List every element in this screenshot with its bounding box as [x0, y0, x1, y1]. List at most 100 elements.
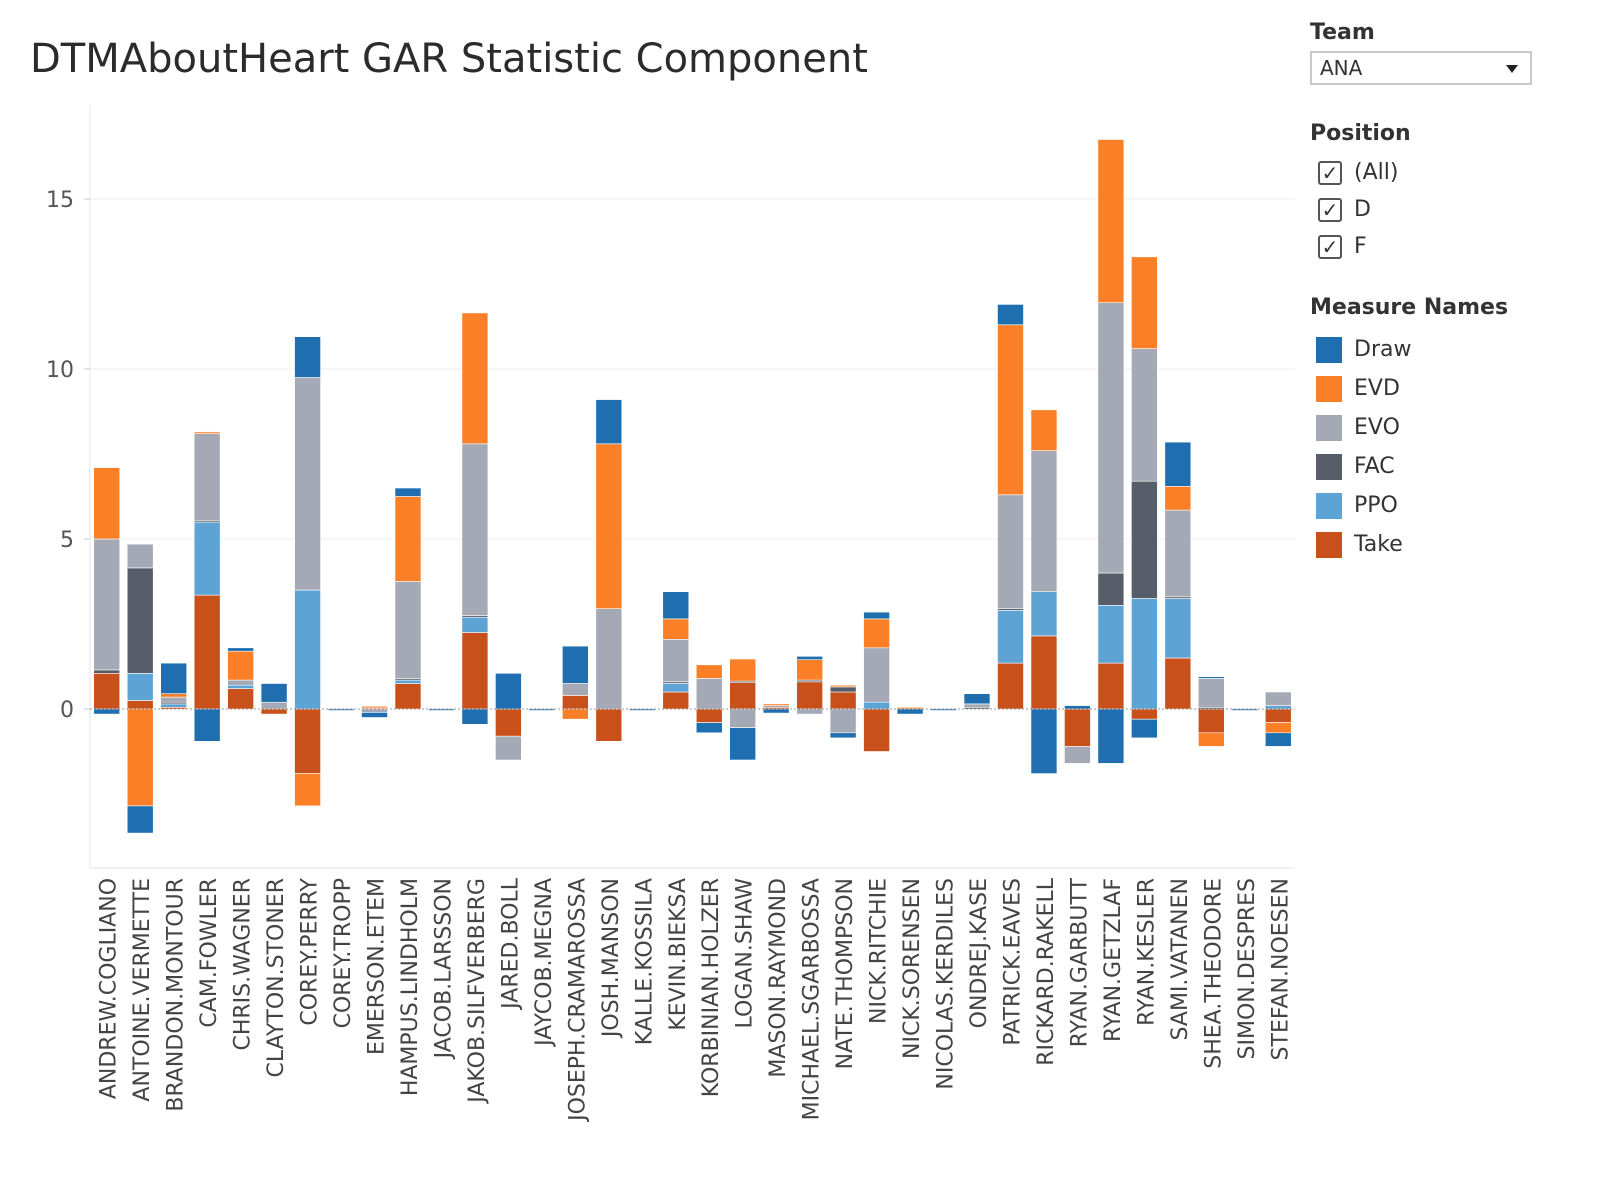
x-tick-label: BRANDON.MONTOUR: [164, 878, 189, 1112]
x-tick-label: ANDREW.COGLIANO: [97, 878, 122, 1099]
bar-segment-draw: [394, 487, 422, 497]
bar-segment-draw: [126, 805, 154, 834]
bar-segment-take: [294, 708, 321, 774]
team-filter-label: Team: [1310, 20, 1375, 45]
legend-swatch: [1316, 453, 1342, 480]
legend-swatch: [1316, 414, 1342, 441]
x-tick-label: EMERSON.ETEM: [365, 878, 390, 1055]
legend-item-fac[interactable]: FAC: [1310, 447, 1590, 486]
bar-segment-take: [1198, 708, 1225, 734]
bar-segment-take: [93, 672, 121, 710]
bar-segment-take: [562, 695, 589, 710]
bar-segment-evo: [93, 538, 121, 671]
bar-segment-evo: [361, 708, 388, 713]
bar-segment-draw: [93, 708, 121, 715]
y-tick-label: 5: [60, 528, 74, 553]
legend-item-evd[interactable]: EVD: [1310, 369, 1590, 408]
team-dropdown[interactable]: ANA: [1310, 51, 1532, 85]
bar-segment-evd: [394, 496, 422, 582]
bar-segment-ppo: [863, 701, 890, 710]
bar-segment-take: [997, 662, 1024, 710]
filter-panel: Team ANA Position ✓ (All) ✓ D ✓ F Measur…: [1310, 20, 1590, 564]
bar-segment-evo: [193, 433, 221, 521]
bar-segment-draw: [193, 708, 221, 742]
legend-item-draw[interactable]: Draw: [1310, 330, 1590, 369]
bar-segment-evo: [260, 701, 288, 710]
bar-segment-take: [1264, 708, 1292, 723]
x-tick-label: CLAYTON.STONER: [264, 878, 289, 1077]
bar-segment-draw: [260, 683, 288, 703]
x-tick-label: RYAN.GARBUTT: [1067, 877, 1092, 1047]
position-option-d[interactable]: ✓ D: [1310, 191, 1590, 228]
x-tick-label: RYAN.KESLER: [1134, 878, 1159, 1026]
bar-segment-evd: [1097, 139, 1125, 303]
x-tick-label: CAM.FOWLER: [197, 878, 222, 1028]
bar-segment-evo: [595, 608, 623, 710]
bar-segment-evd: [796, 659, 823, 681]
bar-segment-evd: [294, 773, 321, 807]
bar-segment-draw: [695, 722, 723, 734]
x-tick-label: RYAN.GETZLAF: [1101, 878, 1126, 1042]
bar-segment-draw: [662, 591, 690, 620]
x-tick-label: JACOB.LARSSON: [431, 878, 456, 1060]
bar-segment-draw: [997, 304, 1024, 326]
x-tick-label: KORBINIAN.HOLZER: [699, 878, 724, 1097]
x-tick-label: ANTOINE.VERMETTE: [130, 878, 155, 1102]
y-tick-label: 0: [60, 698, 74, 723]
x-tick-label: JAYCOB.MEGNA: [532, 878, 557, 1048]
checkbox-checked-icon[interactable]: ✓: [1318, 197, 1342, 222]
bar-segment-ppo: [1030, 591, 1058, 637]
bar-segment-evd: [1131, 256, 1158, 349]
bar-segment-fac: [93, 669, 121, 674]
legend-title: Measure Names: [1310, 295, 1509, 320]
legend-item-ppo[interactable]: PPO: [1310, 486, 1590, 525]
position-option-f[interactable]: ✓ F: [1310, 228, 1590, 265]
bar-segment-evd: [1030, 409, 1058, 451]
y-tick-label: 10: [46, 358, 74, 383]
x-tick-label: HAMPUS.LINDHOLM: [398, 878, 423, 1096]
bar-segment-evo: [126, 543, 154, 569]
bar-segment-evd: [160, 693, 187, 698]
bar-segment-draw: [562, 645, 589, 684]
bar-segment-take: [1131, 708, 1158, 720]
bar-segment-fac: [1097, 572, 1125, 606]
position-option-all[interactable]: ✓ (All): [1310, 154, 1590, 191]
bar-segment-ppo: [126, 672, 154, 701]
bar-segment-take: [1064, 708, 1091, 747]
bar-segment-evo: [796, 708, 823, 715]
bar-segment-draw: [160, 662, 187, 694]
bar-segment-evd: [227, 650, 254, 681]
bar-segment-evd: [662, 618, 690, 640]
bar-segment-draw: [762, 708, 790, 714]
x-tick-label: JAKOB.SILFVERBERG: [465, 878, 490, 1105]
legend-swatch: [1316, 492, 1342, 519]
bar-segment-evd: [361, 705, 388, 709]
bar-segment-draw: [1097, 708, 1125, 764]
bar-segment-evo: [1064, 746, 1091, 764]
bar-segment-take: [495, 708, 522, 737]
legend-label: EVD: [1354, 376, 1400, 401]
bar-segment-take: [796, 681, 823, 710]
checkbox-checked-icon[interactable]: ✓: [1318, 160, 1342, 185]
legend-label: Take: [1354, 532, 1403, 557]
bar-segment-take: [394, 683, 422, 710]
bar-segment-take: [1097, 662, 1125, 710]
bar-segment-evo: [1030, 450, 1058, 593]
legend-item-evo[interactable]: EVO: [1310, 408, 1590, 447]
bar-segment-draw: [1231, 708, 1259, 711]
bar-segment-evd: [562, 708, 589, 720]
x-tick-label: JOSH.MANSON: [599, 878, 624, 1039]
position-option-label: D: [1354, 197, 1371, 222]
bar-segment-evo: [461, 443, 489, 616]
checkbox-checked-icon[interactable]: ✓: [1318, 234, 1342, 259]
bar-segment-draw: [729, 727, 757, 761]
x-tick-label: SHEA.THEODORE: [1201, 878, 1226, 1069]
bar-segment-take: [863, 708, 890, 752]
legend-item-take[interactable]: Take: [1310, 525, 1590, 564]
bar-segment-evo: [495, 735, 522, 761]
bar-segment-ppo: [997, 610, 1024, 664]
bar-segment-take: [662, 691, 690, 710]
bar-segment-evo: [1131, 348, 1158, 482]
bar-segment-ppo: [294, 589, 321, 710]
x-tick-label: KALLE.KOSSILA: [632, 878, 657, 1045]
